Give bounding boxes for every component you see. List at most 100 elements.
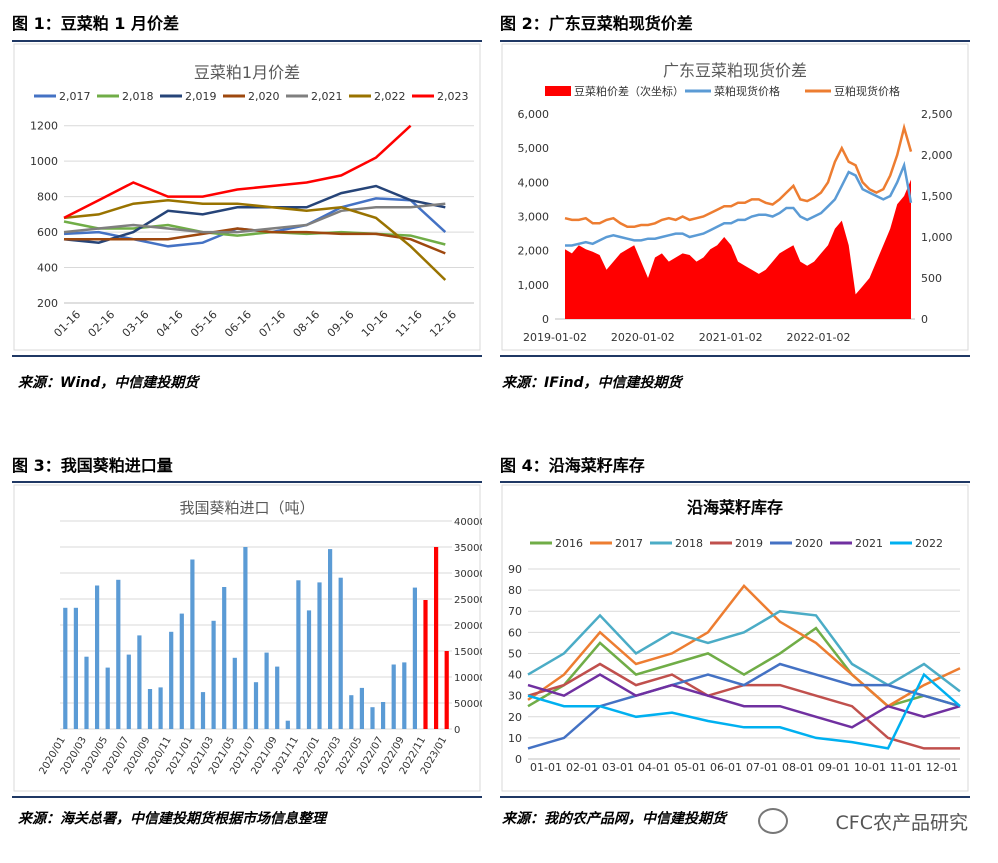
legend-label-4: 2020: [795, 537, 823, 550]
x-tick-label-2: 03-16: [120, 308, 152, 340]
y-right-tick-label-5: 2,500: [921, 108, 953, 121]
fig3-title: 图 3：我国葵粕进口量: [12, 456, 173, 475]
y-tick-label-1: 50000: [454, 699, 482, 710]
series-line-6: [63, 124, 412, 220]
x-tick-label-0: 01-01: [530, 761, 562, 774]
legend-label-1: 2017: [615, 537, 643, 550]
series-line-5: [527, 673, 961, 729]
fig4-title: 图 4：沿海菜籽库存: [500, 456, 645, 475]
x-tick-label-6: 07-01: [746, 761, 778, 774]
y-left-tick-label-6: 6,000: [518, 108, 550, 121]
y-right-tick-label-2: 1,000: [921, 231, 953, 244]
series-line-5: [63, 198, 447, 281]
bar-7: [137, 635, 142, 729]
y-left-tick-label-5: 5,000: [518, 142, 550, 155]
y-left-tick-label-4: 4,000: [518, 176, 550, 189]
bar-32: [402, 662, 407, 729]
y-tick-label-2: 20: [508, 711, 522, 724]
y-tick-label-5: 1200: [30, 120, 58, 133]
y-tick-label-5: 250000: [454, 595, 482, 606]
bar-14: [211, 620, 216, 729]
x-tick-label-3: 04-01: [638, 761, 670, 774]
bar-26: [338, 577, 343, 729]
bar-4: [105, 667, 110, 729]
x-tick-label-7: 08-01: [782, 761, 814, 774]
y-tick-label-7: 70: [508, 605, 522, 618]
chart-frame: [13, 484, 481, 792]
fig2-rule-bottom: [500, 355, 970, 357]
fig1-rule-top: [12, 40, 482, 42]
x-tick-label-4: 05-01: [674, 761, 706, 774]
x-tick-label-3: 2022-01-02: [787, 331, 851, 344]
x-tick-label-7: 08-16: [291, 308, 323, 340]
fig3-source: 来源：海关总署，中信建投期货根据市场信息整理: [18, 811, 326, 827]
x-tick-label-0: 01-16: [51, 308, 83, 340]
x-tick-label-1: 02-01: [566, 761, 598, 774]
series-line-1: [565, 160, 913, 247]
bar-1: [73, 607, 78, 729]
series-line-6: [527, 672, 961, 750]
bar-20: [275, 666, 280, 729]
fig2-title: 图 2：广东豆菜粕现货价差: [500, 14, 693, 33]
bar-23: [306, 610, 312, 729]
fig1-title: 图 1：豆菜粕 1 月价差: [12, 14, 179, 33]
bar-21: [285, 720, 290, 729]
chart-frame: [501, 484, 969, 792]
y-tick-label-1: 400: [37, 262, 58, 275]
x-tick-label-8: 09-01: [818, 761, 850, 774]
legend-label-5: 2,022: [374, 90, 406, 103]
chart-title: 广东豆菜粕现货价差: [663, 61, 807, 80]
bar-33: [412, 587, 417, 729]
bar-17: [243, 547, 248, 729]
legend-label-4: 2,021: [311, 90, 343, 103]
fig2-source: 来源：IFind，中信建投期货: [502, 375, 682, 391]
fig4-source: 来源：我的农产品网，中信建投期货: [502, 811, 726, 827]
y-tick-label-0: 200: [37, 297, 58, 310]
bar-35: [434, 547, 439, 729]
y-tick-label-3: 150000: [454, 647, 482, 658]
x-tick-label-9: 10-01: [854, 761, 886, 774]
y-tick-label-4: 1000: [30, 155, 58, 168]
fig3-rule-bottom: [12, 796, 482, 798]
y-left-tick-label-2: 2,000: [518, 245, 550, 258]
bar-10: [169, 631, 174, 729]
bar-2: [84, 656, 89, 729]
x-tick-label-6: 07-16: [256, 308, 288, 340]
legend-label-0: 豆菜粕价差（次坐标）: [574, 84, 684, 98]
bar-31: [391, 664, 396, 729]
x-tick-label-0: 2019-01-02: [523, 331, 587, 344]
legend-label-3: 2019: [735, 537, 763, 550]
y-tick-label-7: 350000: [454, 543, 482, 554]
bar-28: [359, 687, 364, 729]
y-right-tick-label-4: 2,000: [921, 149, 953, 162]
x-tick-label-1: 02-16: [86, 308, 118, 340]
bar-8: [147, 689, 153, 729]
chart-title: 沿海菜籽库存: [687, 498, 783, 517]
y-left-tick-label-0: 0: [542, 313, 549, 326]
series-line-4: [63, 202, 446, 234]
legend-swatch-0: [545, 86, 571, 96]
x-tick-label-8: 09-16: [325, 308, 357, 340]
x-tick-label-10: 11-16: [393, 308, 425, 340]
bar-19: [264, 652, 269, 729]
y-tick-label-0: 0: [454, 725, 460, 736]
bar-16: [232, 657, 237, 729]
y-right-tick-label-0: 0: [921, 313, 928, 326]
chart1-svg: 豆菜粕1月价差 2,017 2,018 2,019 2,020 2,021 2,022 2,0…: [13, 43, 481, 351]
bar-25: [328, 549, 333, 729]
y-right-tick-label-1: 500: [921, 272, 942, 285]
bar-36: [444, 651, 449, 729]
y-tick-label-4: 40: [508, 669, 522, 682]
y-tick-label-8: 80: [508, 584, 522, 597]
bar-29: [370, 707, 375, 729]
chart-title: 我国葵粕进口（吨）: [179, 499, 314, 517]
fig2-rule-top: [500, 40, 970, 42]
y-tick-label-6: 300000: [454, 569, 482, 580]
fig4-rule-top: [500, 481, 970, 483]
legend-label-5: 2021: [855, 537, 883, 550]
y-right-tick-label-3: 1,500: [921, 190, 953, 203]
legend-label-1: 2,018: [122, 90, 154, 103]
bar-6: [126, 654, 131, 729]
y-tick-label-8: 400000: [454, 517, 482, 528]
